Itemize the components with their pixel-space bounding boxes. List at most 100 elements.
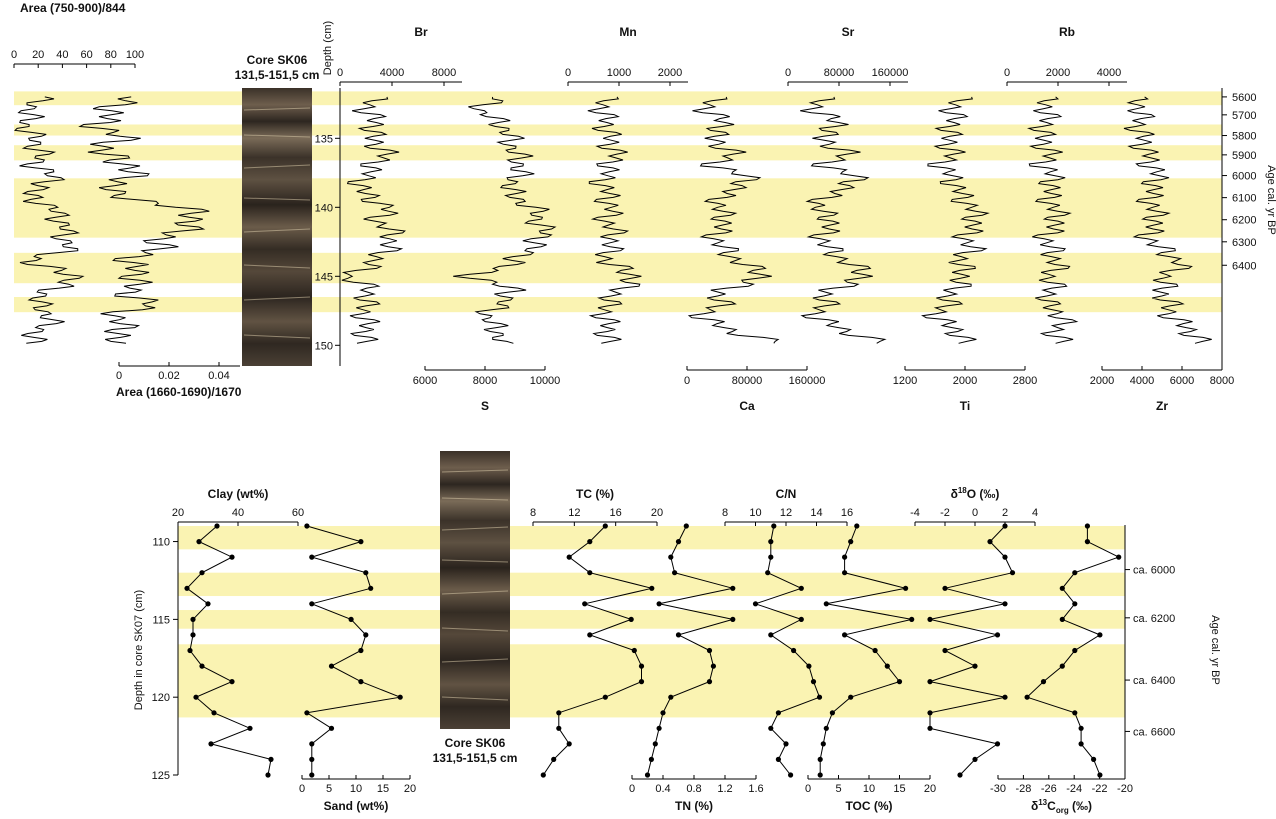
- toc-axis-title: TOC (%): [845, 799, 892, 813]
- data-point-sand-wt: [304, 710, 310, 716]
- 18o-top-tick-label: -2: [940, 507, 950, 519]
- data-point-c-n: [768, 725, 774, 731]
- data-point-13corg: [1084, 539, 1090, 545]
- data-point-tn: [652, 741, 658, 747]
- sr-axis-title: Sr: [842, 25, 855, 39]
- ca-axis-title: Ca: [739, 399, 755, 413]
- mn-top-tick-label: 2000: [658, 67, 682, 79]
- rb-top-tick-label: 2000: [1046, 67, 1070, 79]
- data-point-tn: [675, 632, 682, 638]
- c-n-top-tick-label: 14: [810, 507, 822, 519]
- data-point-c-n: [768, 539, 774, 545]
- ftir-top-tick-label: 100: [126, 49, 144, 61]
- data-point-tn: [683, 523, 689, 529]
- tn-bottom-tick-label: 0: [629, 783, 635, 795]
- data-point-c-n: [771, 523, 777, 529]
- top-age-tick-label: 6300: [1232, 237, 1256, 249]
- bottom-depth-tick-label: 125: [152, 770, 170, 782]
- data-point-toc: [820, 741, 826, 747]
- data-point-clay-wt: [184, 585, 190, 591]
- data-point-tn: [656, 601, 662, 607]
- data-point-clay-wt: [208, 741, 214, 747]
- ca-bottom-tick-label: 80000: [732, 375, 763, 387]
- top-depth-tick-label: 140: [315, 202, 333, 214]
- bottom-age-tick-label: ca. 6200: [1133, 613, 1175, 625]
- data-point-13corg: [1078, 741, 1084, 747]
- top-age-tick-label: 6200: [1232, 215, 1256, 227]
- 13corg-axis-title: δ13Corg (‰): [1031, 798, 1092, 815]
- data-point-13corg: [1072, 647, 1078, 654]
- data-point-13corg: [1072, 570, 1078, 576]
- c-n-top-tick-label: 10: [749, 507, 761, 519]
- data-point-tc: [628, 616, 634, 623]
- s-axis-title: S: [481, 399, 489, 413]
- data-point-sand-wt: [368, 585, 374, 591]
- s-bottom-tick-label: 8000: [473, 375, 497, 387]
- data-point-toc: [817, 772, 823, 778]
- top-depth-tick-label: 150: [315, 340, 333, 352]
- ftir-bottom-axis-ticks: 0 0.02 0.04: [116, 362, 230, 382]
- tc-top-tick-label: 8: [530, 507, 536, 519]
- data-point-toc: [884, 663, 890, 669]
- ftir-top-axis-title: Area (750-900)/844: [20, 1, 126, 15]
- top-age-tick-label: 6000: [1232, 171, 1256, 183]
- data-point-18o: [927, 710, 933, 716]
- data-point-clay-wt: [199, 663, 205, 669]
- tn-bottom-tick-label: 0.4: [655, 783, 670, 795]
- data-point-sand-wt: [309, 756, 315, 763]
- data-point-tc: [638, 679, 645, 685]
- data-point-c-n: [788, 772, 794, 778]
- clay-wt-top-tick-label: 60: [292, 507, 304, 519]
- data-point-18o: [987, 539, 993, 545]
- data-point-sand-wt: [309, 554, 315, 560]
- ftir-top-tick-label: 0: [11, 49, 17, 61]
- data-point-tc: [556, 725, 562, 731]
- bottom-age-tick-label: ca. 6400: [1133, 675, 1175, 687]
- bottom-depth-tick-label: 120: [152, 692, 170, 704]
- data-point-tn: [730, 616, 736, 623]
- data-point-13corg: [1084, 523, 1090, 529]
- zr-axis-title: Zr: [1156, 399, 1168, 413]
- data-point-toc: [903, 585, 909, 591]
- data-point-18o: [972, 663, 978, 669]
- data-point-clay-wt: [196, 539, 202, 545]
- tn-bottom-tick-label: 1.6: [748, 783, 763, 795]
- bottom-depth-tick-label: 110: [152, 537, 170, 549]
- top-series-group: [14, 96, 1212, 344]
- series-line-area-750-900-844: [14, 96, 85, 344]
- data-point-toc: [896, 679, 903, 685]
- data-point-13corg: [1059, 663, 1065, 669]
- data-point-18o: [972, 756, 978, 763]
- ftir-bottom-tick-label: 0.02: [158, 370, 179, 382]
- data-point-c-n: [806, 663, 812, 669]
- bottom-age-axis-label: Age cal. yr BP: [1209, 615, 1221, 685]
- series-line-rb: [1026, 96, 1079, 344]
- data-point-toc: [842, 554, 848, 560]
- 13corg-bottom-tick-label: -28: [1015, 783, 1031, 795]
- sand-wt-axis-title: Sand (wt%): [324, 799, 389, 813]
- data-point-13corg: [1072, 601, 1078, 607]
- data-point-tn: [706, 679, 713, 685]
- element-bottom-axes: 6000 8000 10000 S 0 80000 160000 Ca 1200 2000 2800…: [413, 366, 1234, 413]
- data-point-sand-wt: [358, 647, 364, 654]
- bottom-core-title-line2: 131,5-151,5 cm: [433, 751, 518, 765]
- data-point-toc: [848, 694, 854, 700]
- 18o-top-tick-label: 2: [1002, 507, 1008, 519]
- series-line-s: [453, 96, 557, 344]
- data-point-18o: [927, 725, 933, 731]
- bottom-depth-axis-ticks: 110 115 120 125: [152, 537, 178, 782]
- tn-axis-title: TN (%): [675, 799, 713, 813]
- bottom-depth-axis-label: Depth in core SK07 (cm): [133, 590, 145, 710]
- data-point-tn: [706, 647, 713, 654]
- data-point-13corg: [1116, 554, 1122, 560]
- br-top-tick-label: 8000: [432, 67, 456, 79]
- 18o-axis-title: δ18O (‰): [951, 486, 1000, 501]
- data-point-sand-wt: [397, 694, 403, 700]
- br-axis-title: Br: [414, 25, 428, 39]
- data-point-toc: [909, 616, 915, 623]
- data-point-tn: [668, 554, 674, 560]
- data-point-toc: [817, 756, 823, 763]
- sr-top-tick-label: 80000: [824, 67, 855, 79]
- top-band-3: [14, 178, 1222, 238]
